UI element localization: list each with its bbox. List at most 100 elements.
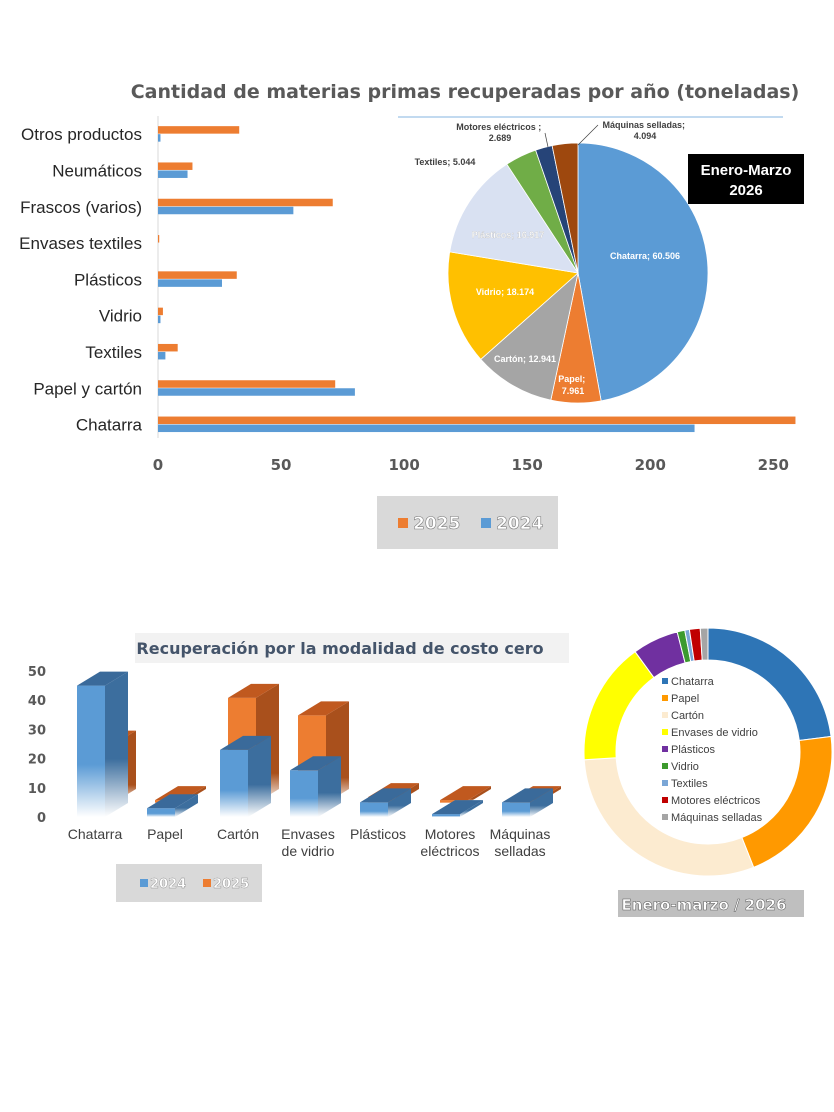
col3d-category-chatarra: Chatarra: [68, 826, 123, 842]
pie-chart: Chatarra; 60.506 Papel; 7.961 Cartón; 12…: [398, 116, 804, 404]
col3d-category-carton: Cartón: [217, 826, 259, 842]
pie-badge-line-2: 2026: [729, 182, 762, 199]
hbar-bar-papel-y-carton-2025: [158, 380, 336, 388]
col3d-category-motores-electricos: Motores eléctricos: [420, 826, 479, 859]
pie-badge-line-1: Enero-Marzo: [701, 162, 792, 179]
donut-caption: Enero-marzo / 2026: [622, 896, 787, 914]
pie-slice-chatarra: [577, 142, 709, 402]
col3d-bar-side-motores-electricos-2024: [460, 800, 483, 817]
donut-legend-label-maquinas-selladas: Máquinas selladas: [671, 812, 763, 824]
hbar-category-labels: Otros productos Neumáticos Frascos (varios…: [19, 125, 142, 434]
col3d-bar-side-plasticos-2024: [388, 788, 411, 817]
hbar-bar-chatarra-2024: [158, 424, 695, 433]
col3d-bar-top-chatarra-2024: [77, 671, 128, 686]
col3d-bar-front-maquinas-selladas-2024: [502, 802, 530, 817]
col3d-bar-top-envases-de-vidrio-2025: [298, 701, 349, 716]
col3d-category-line-motores-electricos-1: eléctricos: [420, 843, 479, 859]
donut-legend-swatch-maquinas-selladas: [662, 814, 668, 820]
hbar-category-neumaticos: Neumáticos: [52, 161, 142, 180]
hbar-category-papel-y-carton: Papel y cartón: [33, 379, 142, 398]
pie-slice-carton: [480, 271, 579, 401]
col3d-category-line-papel-0: Papel: [147, 826, 183, 842]
pie-badge: [688, 154, 804, 204]
pie-label-vidrio: Vidrio; 18.174: [476, 287, 534, 297]
donut-legend-swatch-plasticos: [662, 746, 668, 752]
col3d-bar-side-papel-2024: [175, 794, 198, 817]
col3d-y-tick-labels: 0 10 20 30 40 50: [28, 665, 46, 826]
hbar-bar-textiles-2025: [158, 343, 178, 352]
col3d-bar-side-carton-2024: [248, 735, 271, 817]
col3d-category-labels: Chatarra Papel Cartón Envases de vidrio Plást…: [68, 826, 551, 859]
pie-label-textiles: Textiles; 5.044: [415, 157, 476, 167]
col3d-ytick-10: 10: [28, 782, 46, 797]
hbar-bar-frascos-varios-2024: [158, 206, 294, 215]
hbar-category-vidrio: Vidrio: [99, 307, 142, 326]
col3d-category-envases-de-vidrio: Envases de vidrio: [281, 826, 335, 859]
hbar-bar-textiles-2024: [158, 351, 166, 360]
hbar-tick-100: 100: [388, 456, 419, 474]
col3d-bar-front-plasticos-2024: [360, 802, 388, 817]
col3d-ytick-20: 20: [28, 753, 46, 768]
col3d-category-papel: Papel: [147, 826, 183, 842]
col3d-legend-swatch-2024: [140, 879, 148, 887]
col3d-bar-top-papel-2024: [147, 794, 198, 809]
hbar-bar-plasticos-2025: [158, 271, 237, 279]
hbar-bar-otros-productos-2025: [158, 126, 240, 134]
hbar-category-envases-textiles: Envases textiles: [19, 234, 142, 253]
col3d-category-line-maquinas-selladas-0: Máquinas: [490, 826, 551, 842]
hbar-category-plasticos: Plásticos: [74, 270, 142, 289]
pie-label-motores-value: 2.689: [489, 133, 512, 143]
donut-caption-bg: [618, 890, 804, 917]
hbar-title: Cantidad de materias primas recuperadas …: [131, 81, 800, 103]
col3d-ytick-0: 0: [37, 811, 46, 826]
col3d-category-line-carton-0: Cartón: [217, 826, 259, 842]
col3d-category-line-motores-electricos-0: Motores: [425, 826, 476, 842]
donut-legend-swatch-carton: [662, 712, 668, 718]
donut-slices: [583, 627, 833, 877]
donut-legend-swatch-textiles: [662, 780, 668, 786]
pie-slice-plasticos: [449, 163, 579, 274]
pie-slice-maquinas-selladas: [551, 142, 579, 274]
col3d-bar-top-carton-2025: [228, 683, 279, 698]
hbar-tick-50: 50: [271, 456, 292, 474]
hbar-tick-150: 150: [512, 456, 543, 474]
pie-label-chatarra: Chatarra; 60.506: [610, 251, 680, 261]
donut-legend-label-papel: Papel: [671, 693, 699, 705]
donut-legend: Chatarra Papel Cartón Envases de vidrio Plás…: [662, 676, 763, 824]
donut-legend-label-envases-de-vidrio: Envases de vidrio: [671, 727, 758, 739]
col3d-legend-label-2025: 2025: [213, 877, 249, 892]
donut-legend-swatch-envases-de-vidrio: [662, 729, 668, 735]
pie-label-motores-name: Motores eléctricos ;: [456, 122, 541, 132]
hbar-chart: Cantidad de materias primas recuperadas …: [19, 81, 799, 549]
donut-slice-envases-de-vidrio: [583, 650, 655, 761]
col3d-bar-front-chatarra-2024: [77, 685, 105, 817]
donut-legend-label-vidrio: Vidrio: [671, 761, 699, 773]
hbar-bar-papel-y-carton-2024: [158, 388, 355, 396]
col3d-bar-side-maquinas-selladas-2024: [530, 788, 553, 817]
col3d-category-line-chatarra-0: Chatarra: [68, 826, 123, 842]
col3d-bar-front-carton-2024: [220, 749, 248, 817]
hbar-legend-label-2025: 2025: [413, 514, 460, 534]
col3d-chart: Recuperación por la modalidad de costo c…: [28, 633, 569, 902]
hbar-bar-envases-textiles-2025: [158, 235, 160, 243]
col3d-ytick-40: 40: [28, 694, 46, 709]
col3d-bar-top-plasticos-2024: [360, 788, 411, 803]
donut-slice-chatarra: [707, 627, 832, 742]
hbar-category-frascos-varios: Frascos (varios): [20, 198, 142, 217]
donut-legend-label-carton: Cartón: [671, 710, 704, 722]
donut-legend-label-motores-electricos: Motores eléctricos: [671, 795, 761, 807]
pie-label-maquinas-name: Máquinas selladas;: [602, 120, 685, 130]
col3d-category-line-maquinas-selladas-1: selladas: [494, 843, 545, 859]
hbar-bar-chatarra-2025: [158, 416, 796, 425]
donut-legend-label-chatarra: Chatarra: [671, 676, 715, 688]
pie-label-papel-name: Papel;: [558, 374, 585, 384]
hbar-bar-vidrio-2025: [158, 307, 163, 316]
col3d-legend-swatch-2025: [203, 879, 211, 887]
col3d-legend-label-2024: 2024: [150, 877, 186, 892]
col3d-category-line-envases-de-vidrio-0: Envases: [281, 826, 335, 842]
hbar-category-textiles: Textiles: [85, 343, 142, 362]
donut-legend-label-textiles: Textiles: [671, 778, 708, 790]
col3d-ytick-30: 30: [28, 723, 46, 738]
pie-label-papel: Papel; 7.961: [558, 374, 588, 396]
